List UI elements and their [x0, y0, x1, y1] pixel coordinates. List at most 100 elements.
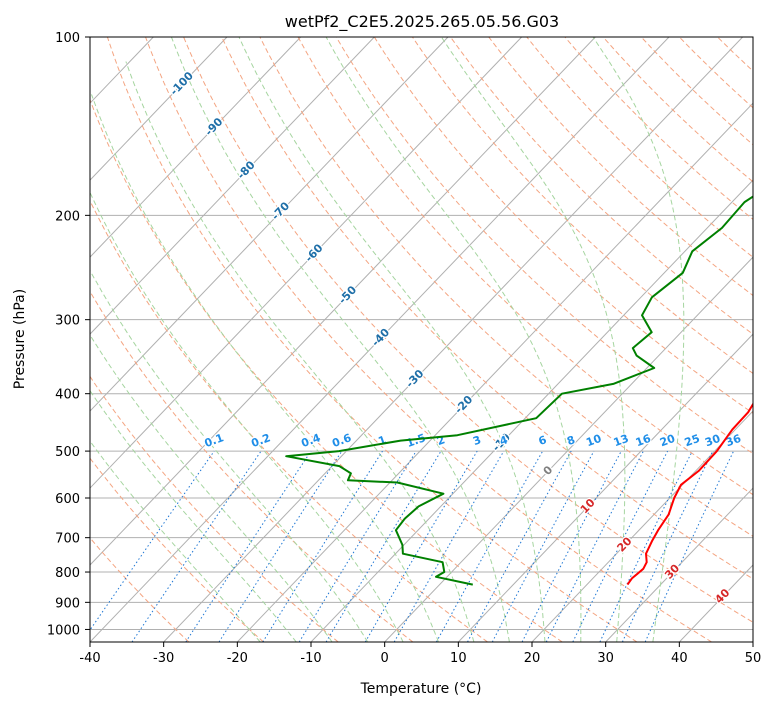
y-tick-label: 900 [55, 596, 80, 611]
mixing-ratio-label: 0.2 [250, 431, 273, 450]
x-tick-label: 0 [381, 651, 389, 666]
y-tick-label: 700 [55, 532, 80, 547]
x-tick-label: -40 [79, 651, 100, 666]
y-tick-label: 100 [55, 31, 80, 46]
moist-adiabat [238, 37, 546, 642]
moist-adiabat [90, 389, 297, 642]
x-axis-label: Temperature (°C) [360, 681, 482, 697]
temperature-profile [626, 402, 753, 586]
isotherm-line [90, 37, 523, 489]
isotherm-line [163, 37, 744, 642]
isotherm-line [457, 333, 753, 642]
mixing-ratio-label: 3 [471, 433, 483, 448]
mixing-ratio-label: 1 [377, 433, 389, 448]
mixing-ratio-label: 6 [537, 433, 549, 448]
mixing-ratio-line [644, 450, 735, 642]
moist-adiabat [125, 61, 475, 642]
mixing-ratio-label: 16 [634, 432, 653, 450]
mixing-ratio-line [218, 450, 343, 642]
isotherm-line [90, 37, 302, 258]
mixing-ratio-label: 0.1 [203, 431, 226, 450]
dry-adiabat [90, 199, 488, 642]
dry-adiabat [602, 37, 753, 183]
mixing-ratio-line [298, 450, 417, 642]
x-tick-label: -30 [153, 651, 174, 666]
isotherm-line [90, 37, 228, 181]
isotherm-line [90, 37, 375, 335]
dry-adiabat [450, 37, 753, 335]
mixing-ratio-label: 8 [565, 433, 577, 448]
dry-adiabat [717, 37, 753, 72]
mixing-ratio-line [90, 450, 215, 631]
dry-adiabat [90, 537, 190, 642]
x-tick-label: -20 [227, 651, 248, 666]
y-tick-label: 400 [55, 388, 80, 403]
mixing-ratio-line [435, 450, 544, 642]
mixing-ratio-line [185, 450, 312, 642]
dry-adiabat [564, 37, 753, 221]
x-tick-label: 30 [597, 651, 614, 666]
isotherm-line [90, 37, 670, 642]
y-tick-label: 600 [55, 492, 80, 507]
mixing-ratio-label: 10 [584, 432, 603, 450]
dry-adiabat [297, 37, 753, 496]
mixing-ratio-line [467, 450, 572, 642]
y-tick-label: 800 [55, 566, 80, 581]
mixing-ratio-label: 13 [612, 432, 631, 449]
background-lines [0, 37, 775, 642]
dry-adiabat [373, 37, 753, 414]
isotherm-line [531, 410, 753, 642]
moist-adiabat [592, 37, 685, 642]
y-tick-label: 1000 [47, 623, 80, 638]
mixing-ratio-line [325, 450, 442, 642]
axes: -40 -30 -20 -10 0 10 20 30 40 5010020030040050060… [47, 31, 761, 666]
dry-adiabat [90, 457, 264, 642]
dry-adiabat [526, 37, 753, 258]
mixing-ratio-label: 20 [658, 432, 677, 450]
isotherm-line [236, 102, 753, 642]
mixing-ratio-line [262, 450, 383, 642]
isotherm-line [384, 256, 753, 642]
y-tick-label: 500 [55, 445, 80, 460]
mixing-ratio-label: 25 [683, 432, 702, 449]
isotherm-line [605, 487, 753, 642]
plot-frame [89, 36, 754, 643]
mixing-ratio-label: 36 [724, 432, 743, 450]
moist-adiabat [170, 37, 510, 642]
moist-adiabat [90, 269, 369, 642]
dewpoint-profile [285, 195, 753, 586]
dry-adiabat [221, 37, 753, 580]
isotherm-line [0, 37, 6, 642]
dry-adiabat [678, 37, 753, 109]
mixing-ratio-line [621, 450, 714, 642]
moist-adiabat [90, 440, 261, 642]
isotherm-line [90, 37, 449, 412]
dry-adiabat [183, 37, 753, 623]
x-tick-label: 40 [671, 651, 688, 666]
dry-adiabat [90, 98, 563, 642]
mixing-ratio-line [364, 450, 478, 642]
isotherm-line [678, 564, 753, 642]
y-axis-label: Pressure (hPa) [12, 289, 28, 389]
profiles [285, 195, 753, 586]
moist-adiabat [90, 333, 333, 642]
x-tick-label: 50 [745, 651, 762, 666]
mixing-ratio-line [599, 450, 693, 642]
moist-adiabat [91, 94, 439, 642]
chart-title: wetPf2_C2E5.2025.265.05.56.G03 [285, 12, 559, 32]
mixing-ratio-line [572, 450, 669, 642]
x-tick-label: -10 [300, 651, 321, 666]
y-tick-label: 200 [55, 209, 80, 224]
dry-adiabat [756, 37, 775, 642]
dry-adiabat [411, 37, 753, 375]
x-tick-label: 20 [524, 651, 541, 666]
moist-adiabat [325, 37, 582, 642]
y-tick-label: 300 [55, 314, 80, 329]
isotherm-line [752, 641, 753, 642]
x-tick-label: 10 [450, 651, 467, 666]
dry-adiabat [640, 37, 753, 146]
isotherm-line [90, 37, 596, 566]
mixing-ratio-line [521, 450, 622, 642]
moist-adiabat [90, 191, 404, 642]
